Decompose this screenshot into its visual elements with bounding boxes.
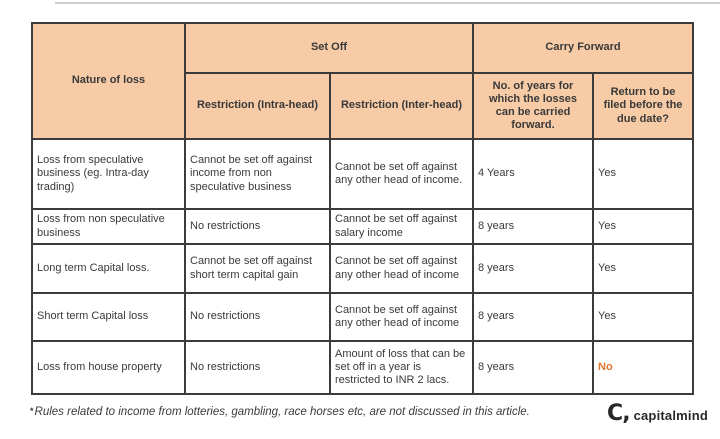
header-return-filed: Return to be filed before the due date? (592, 72, 694, 140)
header-row-columns: Restriction (Intra-head) Restriction (In… (32, 72, 694, 140)
cell-return-filed: Yes (592, 208, 694, 245)
cell-nature-of-loss: Short term Capital loss (31, 292, 186, 342)
header-years-carried-forward: No. of years for which the losses can be… (472, 72, 594, 140)
cell-years: 8 years (472, 340, 594, 395)
cell-restriction-inter: Cannot be set off against salary income (329, 208, 474, 245)
footnote: *Rules related to income from lotteries,… (30, 406, 530, 418)
header-row-groups: Nature of loss Set Off Carry Forward (31, 22, 694, 140)
cell-return-filed: Yes (592, 138, 694, 210)
top-divider-line (55, 2, 720, 4)
cell-restriction-inter: Amount of loss that can be set off in a … (329, 340, 474, 395)
cell-return-filed: Yes (592, 292, 694, 342)
cell-years: 8 years (472, 243, 594, 294)
table-row: Short term Capital loss No restrictions … (31, 292, 694, 342)
header-restriction-intra-head: Restriction (Intra-head) (184, 72, 331, 140)
cell-restriction-inter: Cannot be set off against any other head… (329, 138, 474, 210)
cell-return-filed: No (592, 340, 694, 395)
cell-nature-of-loss: Loss from speculative business (eg. Intr… (31, 138, 186, 210)
cell-restriction-inter: Cannot be set off against any other head… (329, 292, 474, 342)
footnote-asterisk: * (30, 406, 34, 416)
cell-return-filed: Yes (592, 243, 694, 294)
table-row: Loss from house property No restrictions… (31, 340, 694, 395)
header-set-off: Set Off (184, 22, 474, 74)
cell-restriction-intra: No restrictions (184, 292, 331, 342)
header-carry-forward: Carry Forward (472, 22, 694, 74)
table-row: Loss from non speculative business No re… (31, 208, 694, 245)
cell-nature-of-loss: Loss from non speculative business (31, 208, 186, 245)
cell-years: 8 years (472, 292, 594, 342)
header-restriction-inter-head: Restriction (Inter-head) (329, 72, 474, 140)
cell-restriction-intra: No restrictions (184, 340, 331, 395)
cell-nature-of-loss: Loss from house property (31, 340, 186, 395)
cell-restriction-intra: No restrictions (184, 208, 331, 245)
header-nature-of-loss: Nature of loss (31, 22, 186, 140)
cell-restriction-intra: Cannot be set off against short term cap… (184, 243, 331, 294)
capitalmind-logo-icon: C, (607, 401, 630, 426)
capitalmind-logo: C, capitalmind (607, 401, 708, 426)
cell-years: 8 years (472, 208, 594, 245)
cell-restriction-inter: Cannot be set off against any other head… (329, 243, 474, 294)
table-row: Loss from speculative business (eg. Intr… (31, 138, 694, 210)
cell-years: 4 Years (472, 138, 594, 210)
loss-setoff-carryforward-table: Nature of loss Set Off Carry Forward Res… (31, 22, 694, 395)
table-row: Long term Capital loss. Cannot be set of… (31, 243, 694, 294)
cell-restriction-intra: Cannot be set off against income from no… (184, 138, 331, 210)
capitalmind-logo-text: capitalmind (633, 408, 708, 423)
footnote-text: Rules related to income from lotteries, … (34, 406, 530, 418)
cell-nature-of-loss: Long term Capital loss. (31, 243, 186, 294)
